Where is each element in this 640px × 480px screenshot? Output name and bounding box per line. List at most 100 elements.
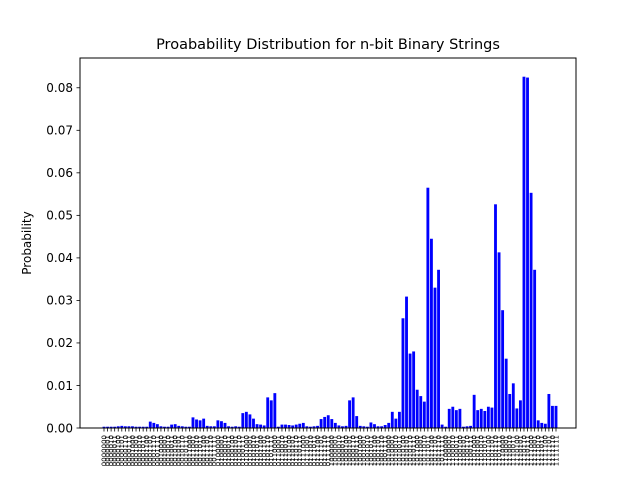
x-tick-label: 0111001 — [303, 435, 311, 466]
x-tick-label: 1110000 — [499, 435, 507, 466]
x-tick-label: 0011101 — [204, 435, 212, 466]
bar-0011100 — [202, 418, 206, 428]
x-tick-label: 0111010 — [307, 435, 315, 466]
bar-0010001 — [163, 426, 166, 428]
bar-1101111 — [497, 252, 501, 428]
x-tick-label: 1110001 — [503, 435, 511, 466]
bar-0001000 — [131, 426, 134, 428]
x-tick-label: 1101001 — [474, 435, 482, 466]
x-tick-label: 0100000 — [214, 435, 222, 466]
y-tick-label: 0.07 — [46, 124, 73, 138]
x-tick-label: 1111111 — [552, 435, 560, 466]
x-axis-ticks: 0000000000000100000100000011000010000001… — [100, 428, 560, 466]
bar-1001101 — [376, 426, 380, 428]
x-tick-label: 0111100 — [314, 435, 322, 466]
x-tick-label: 1010111 — [410, 435, 418, 466]
bar-1111011 — [540, 422, 544, 428]
bar-0100001 — [220, 421, 223, 428]
bar-0010111 — [184, 426, 188, 428]
bar-1100111 — [469, 425, 473, 428]
x-tick-label: 1100100 — [456, 435, 464, 466]
y-tick-label: 0.04 — [46, 251, 73, 265]
bar-0101010 — [252, 418, 255, 428]
x-tick-label: 1011101 — [431, 435, 439, 466]
x-tick-label: 1011100 — [428, 435, 436, 466]
x-tick-label: 1100111 — [467, 435, 475, 466]
bar-1110010 — [508, 393, 512, 428]
x-tick-label: 1111000 — [527, 435, 535, 466]
x-tick-label: 0110011 — [282, 435, 290, 466]
x-tick-label: 1011011 — [424, 435, 432, 466]
bar-0111110 — [323, 416, 327, 428]
bar-0110100 — [287, 425, 291, 428]
x-tick-label: 0100111 — [239, 435, 247, 466]
x-tick-label: 0110010 — [278, 435, 286, 466]
bar-0000001 — [106, 426, 109, 428]
bar-1101011 — [483, 410, 487, 428]
x-tick-label: 1011010 — [421, 435, 429, 466]
x-tick-label: 0011010 — [193, 435, 201, 466]
bar-1110111 — [526, 77, 529, 428]
x-tick-label: 1111011 — [538, 435, 546, 466]
x-tick-label: 0000000 — [100, 435, 108, 466]
bar-1000110 — [351, 397, 355, 428]
bar-1001000 — [358, 425, 362, 428]
bar-0101110 — [266, 397, 270, 428]
x-tick-label: 0001010 — [136, 435, 144, 466]
y-tick-label: 0.05 — [46, 209, 73, 223]
bar-1100010 — [451, 406, 455, 428]
bar-0111001 — [305, 426, 309, 428]
bar-1110011 — [511, 383, 515, 428]
x-tick-label: 0101000 — [243, 435, 251, 466]
x-tick-label: 1010010 — [392, 435, 400, 466]
bar-0100011 — [227, 426, 230, 428]
bar-0011010 — [195, 419, 198, 428]
x-tick-label: 1000001 — [332, 435, 340, 466]
x-tick-label: 0100001 — [218, 435, 226, 466]
bar-0101001 — [248, 414, 252, 428]
bar-0010101 — [177, 425, 181, 428]
x-tick-label: 0001110 — [150, 435, 158, 466]
x-tick-label: 1110011 — [510, 435, 518, 466]
x-tick-label: 0111111 — [325, 435, 333, 466]
bar-0001100 — [145, 426, 149, 428]
bar-1000100 — [344, 425, 348, 428]
x-tick-label: 0110000 — [271, 435, 279, 466]
bar-0111011 — [312, 426, 316, 428]
x-tick-label: 0100101 — [232, 435, 240, 466]
bar-1100011 — [454, 410, 458, 428]
bar-0100110 — [237, 426, 241, 428]
bar-1010110 — [408, 353, 412, 428]
bar-1010000 — [387, 422, 391, 428]
bar-1000010 — [337, 425, 341, 428]
x-tick-label: 1000100 — [342, 435, 350, 466]
x-tick-label: 0000010 — [108, 435, 116, 466]
bar-0111111 — [326, 415, 330, 428]
x-tick-label: 1000010 — [335, 435, 343, 466]
x-tick-label: 0000001 — [104, 435, 112, 466]
bar-0010000 — [159, 426, 163, 428]
x-tick-label: 0000111 — [125, 435, 133, 466]
bar-1001111 — [383, 425, 387, 428]
x-tick-label: 1111101 — [545, 435, 553, 466]
bar-0100101 — [234, 426, 238, 428]
x-tick-label: 1111001 — [531, 435, 539, 466]
bar-0011111 — [212, 426, 216, 428]
x-tick-label: 0010000 — [157, 435, 165, 466]
bar-0101101 — [262, 425, 266, 428]
x-tick-label: 0110101 — [289, 435, 297, 466]
bar-1110110 — [522, 76, 526, 429]
x-tick-label: 1001110 — [378, 435, 386, 466]
bar-0000100 — [116, 426, 120, 428]
bar-1011000 — [415, 389, 419, 428]
x-tick-label: 1001011 — [367, 435, 375, 466]
x-tick-label: 1010001 — [389, 435, 397, 466]
x-tick-label: 0001101 — [147, 435, 155, 466]
x-tick-label: 0000011 — [111, 435, 119, 466]
bar-0001001 — [134, 426, 138, 428]
x-tick-label: 1010101 — [403, 435, 411, 466]
x-tick-label: 1111110 — [549, 435, 557, 466]
bar-0001110 — [152, 422, 156, 428]
x-tick-label: 1100001 — [446, 435, 454, 466]
x-tick-label: 1100011 — [453, 435, 461, 466]
